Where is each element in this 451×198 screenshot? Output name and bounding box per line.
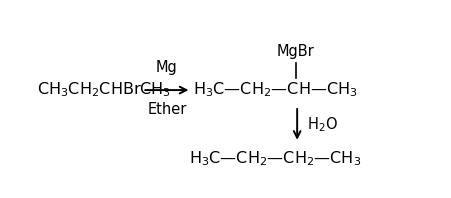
Text: Ether: Ether <box>147 102 186 117</box>
Text: $\mathregular{H_2O}$: $\mathregular{H_2O}$ <box>306 115 337 134</box>
Text: Mg: Mg <box>156 60 177 75</box>
Text: $\mathregular{H_3C}$—$\mathregular{CH_2}$—$\mathregular{CH_2}$—$\mathregular{CH_: $\mathregular{H_3C}$—$\mathregular{CH_2}… <box>189 149 361 168</box>
Text: MgBr: MgBr <box>276 44 314 59</box>
Text: $\mathregular{H_3C}$—$\mathregular{CH_2}$—$\mathregular{CH}$—$\mathregular{CH_3}: $\mathregular{H_3C}$—$\mathregular{CH_2}… <box>193 81 357 99</box>
Text: $\mathregular{CH_3CH_2CHBrCH_3}$: $\mathregular{CH_3CH_2CHBrCH_3}$ <box>37 81 170 99</box>
